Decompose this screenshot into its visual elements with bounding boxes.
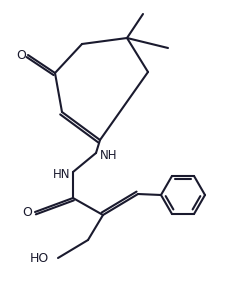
Text: O: O <box>16 49 26 62</box>
Text: HN: HN <box>52 168 70 181</box>
Text: O: O <box>22 206 32 218</box>
Text: NH: NH <box>100 149 117 162</box>
Text: HO: HO <box>30 252 49 264</box>
